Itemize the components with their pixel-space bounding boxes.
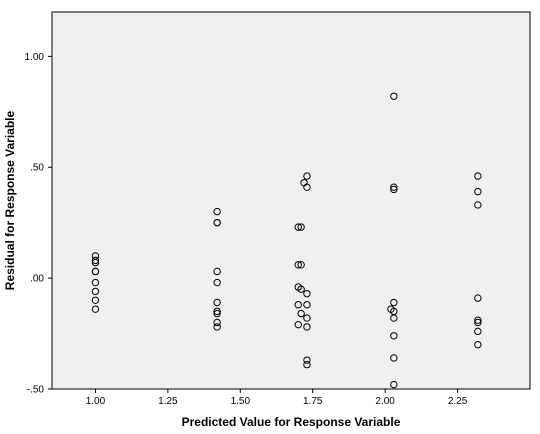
data-point (91, 287, 100, 296)
data-point (390, 183, 398, 191)
data-point (303, 183, 311, 191)
data-point (474, 316, 482, 324)
x-axis: 1.00 1.25 1.50 1.75 2.00 2.25 (86, 389, 468, 407)
data-point (213, 218, 221, 227)
x-axis-title: Predicted Value for Response Variable (182, 415, 401, 429)
data-point (390, 298, 398, 307)
y-axis-title: Residual for Response Variable (3, 110, 17, 290)
y-tick-label: .00 (30, 274, 44, 285)
data-point (474, 187, 482, 196)
y-tick-label: -.50 (27, 385, 45, 396)
y-tick-label: .50 (30, 163, 44, 174)
x-tick-label: 1.25 (158, 396, 178, 407)
data-point (91, 305, 100, 313)
data-point (91, 258, 100, 267)
data-point (390, 185, 398, 194)
data-point (390, 92, 398, 100)
data-point (294, 301, 302, 309)
data-point (297, 223, 305, 231)
data-point (297, 309, 305, 318)
data-points (91, 92, 482, 389)
data-point (474, 318, 482, 327)
data-point (474, 294, 482, 302)
y-axis: -.50 .00 .50 1.00 (25, 52, 52, 396)
data-point (390, 380, 398, 389)
data-point (91, 256, 100, 265)
data-point (294, 320, 302, 329)
data-point (91, 278, 100, 287)
data-point (213, 307, 221, 316)
data-point (474, 340, 482, 349)
data-point (390, 332, 398, 340)
data-point (297, 261, 305, 269)
data-point (91, 267, 100, 276)
data-point (474, 201, 482, 209)
data-point (297, 285, 305, 293)
data-point (294, 223, 302, 231)
x-tick-label: 2.00 (375, 396, 395, 407)
plot-area (51, 11, 531, 390)
data-point (303, 172, 311, 180)
data-point (303, 356, 311, 364)
data-point (303, 314, 311, 322)
x-tick-label: 2.25 (448, 396, 468, 407)
data-point (213, 278, 221, 287)
data-point (303, 301, 311, 309)
data-point (294, 261, 302, 269)
data-point (213, 318, 221, 327)
data-point (91, 296, 100, 304)
data-point (213, 207, 221, 216)
x-tick-label: 1.75 (303, 396, 323, 407)
data-point (213, 323, 221, 331)
data-point (474, 172, 482, 180)
data-point (390, 354, 398, 362)
data-point (303, 289, 311, 298)
data-point (303, 323, 311, 331)
y-tick-label: 1.00 (25, 52, 45, 63)
data-point (213, 298, 221, 307)
x-tick-label: 1.00 (86, 396, 106, 407)
data-point (213, 309, 221, 318)
data-point (213, 267, 221, 276)
x-tick-label: 1.50 (231, 396, 251, 407)
data-point (303, 360, 311, 369)
data-point (474, 327, 482, 336)
data-point (390, 314, 398, 322)
